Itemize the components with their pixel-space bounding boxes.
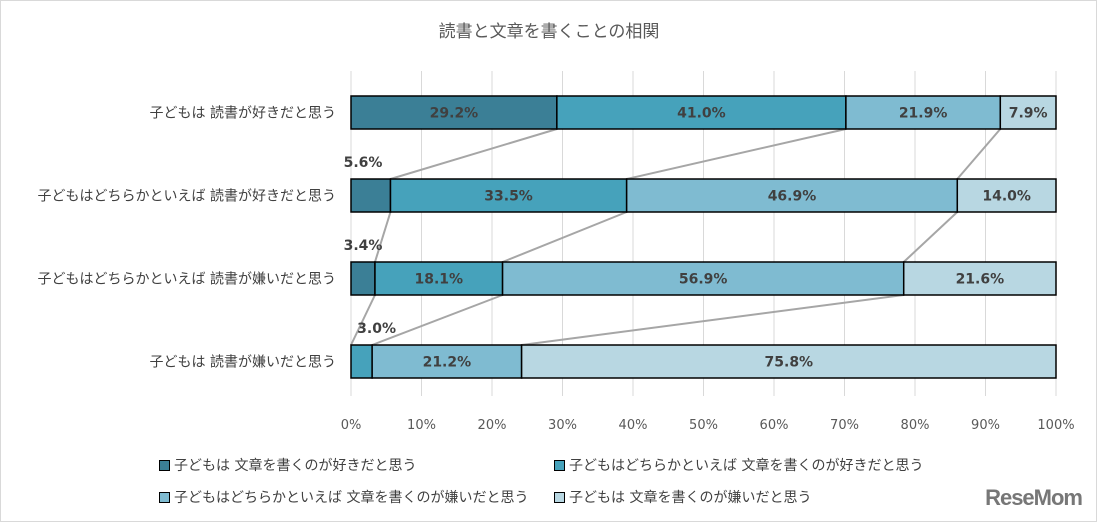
x-tick-label: 90% — [971, 418, 1000, 433]
x-tick-label: 40% — [619, 418, 648, 433]
chart-title: 読書と文章を書くことの相関 — [439, 22, 660, 42]
data-label: 21.9% — [899, 106, 948, 122]
bar-segment — [350, 178, 392, 213]
bar-segment — [501, 261, 905, 296]
series-line — [502, 211, 628, 263]
series-line — [374, 211, 392, 263]
data-label: 21.2% — [423, 355, 472, 371]
legend-item: 子どもはどちらかといえば 文章を書くのが嫌いだと思う — [159, 487, 528, 507]
bar-segment — [350, 261, 376, 296]
bar-segment — [371, 344, 523, 379]
series-line — [371, 294, 503, 346]
data-label: 29.2% — [430, 106, 479, 122]
legend-label: 子どもはどちらかといえば 文章を書くのが好きだと思う — [569, 458, 924, 474]
x-tick-label: 30% — [548, 418, 577, 433]
data-label: 3.4% — [344, 238, 383, 254]
data-label: 33.5% — [484, 189, 533, 205]
data-label: 21.6% — [956, 272, 1005, 288]
series-line — [350, 294, 376, 346]
data-label: 5.6% — [344, 155, 383, 171]
data-label: 56.9% — [679, 272, 728, 288]
series-line — [626, 128, 847, 180]
category-label: 子どもはどちらかといえば 読書が嫌いだと思う — [38, 271, 336, 288]
series-line — [521, 294, 904, 346]
x-tick-label: 50% — [689, 418, 718, 433]
bar-segment — [999, 95, 1057, 130]
data-label: 41.0% — [677, 106, 726, 122]
legend-label: 子どもは 文章を書くのが好きだと思う — [174, 458, 417, 474]
category-label: 子どもは 読書が好きだと思う — [150, 105, 336, 122]
legend-swatch — [554, 459, 565, 471]
x-tick-label: 70% — [830, 418, 859, 433]
x-tick-label: 60% — [760, 418, 789, 433]
category-label: 子どもはどちらかといえば 読書が好きだと思う — [38, 188, 336, 205]
bar-segment — [350, 344, 373, 379]
x-tick-label: 0% — [341, 418, 362, 433]
legend-swatch — [159, 491, 170, 503]
legend-item: 子どもは 文章を書くのが好きだと思う — [159, 455, 416, 475]
series-line — [903, 211, 958, 263]
data-label: 75.8% — [765, 355, 814, 371]
data-label: 3.0% — [357, 321, 396, 337]
data-label: 7.9% — [1009, 106, 1048, 122]
legend-item: 子どもは 文章を書くのが嫌いだと思う — [554, 487, 811, 507]
bar-segment — [520, 344, 1057, 379]
bar-segment — [956, 178, 1057, 213]
legend-swatch — [554, 491, 565, 503]
x-tick-label: 80% — [901, 418, 930, 433]
series-line — [956, 128, 1002, 180]
resemom-logo: ReseMom — [985, 485, 1083, 510]
x-tick-label: 100% — [1037, 418, 1074, 433]
bar-segment — [625, 178, 959, 213]
x-tick-label: 10% — [407, 418, 436, 433]
data-label: 18.1% — [414, 272, 463, 288]
data-label: 14.0% — [982, 189, 1031, 205]
data-label: 46.9% — [768, 189, 817, 205]
bar-segment — [350, 95, 558, 130]
legend-item: 子どもはどちらかといえば 文章を書くのが好きだと思う — [554, 455, 923, 475]
legend-label: 子どもはどちらかといえば 文章を書くのが嫌いだと思う — [174, 490, 529, 506]
category-label: 子どもは 読書が嫌いだと思う — [150, 354, 336, 371]
x-tick-label: 20% — [478, 418, 507, 433]
series-line — [390, 128, 558, 180]
bar-segment — [902, 261, 1057, 296]
legend-label: 子どもは 文章を書くのが嫌いだと思う — [569, 490, 812, 506]
bar-segment — [556, 95, 847, 130]
bar-segment — [389, 178, 628, 213]
legend-swatch — [159, 459, 170, 471]
